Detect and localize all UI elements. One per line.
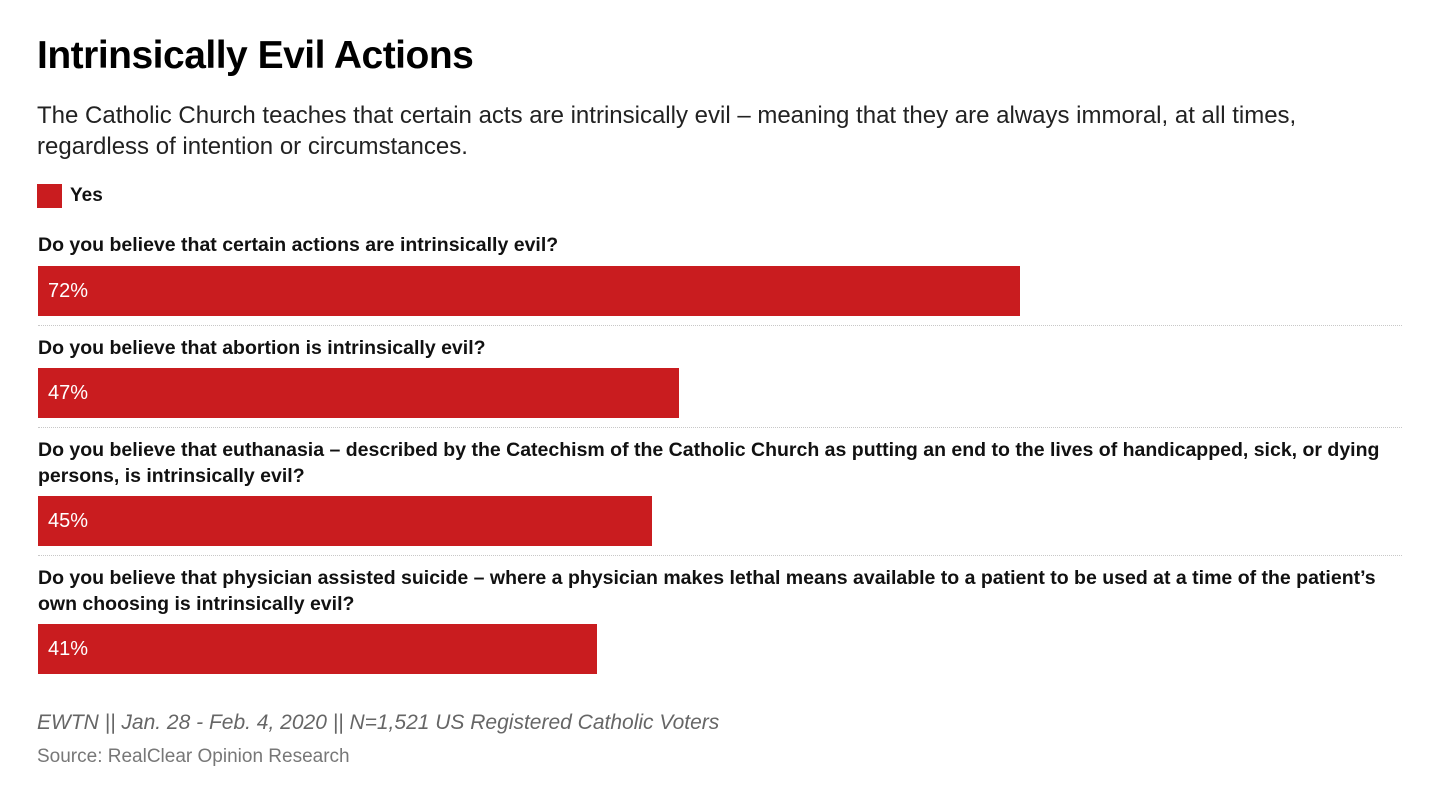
legend-swatch-yes — [37, 184, 62, 208]
bar-yes: 72% — [38, 266, 1020, 316]
legend-label-yes: Yes — [70, 185, 103, 206]
row-divider — [38, 427, 1402, 428]
survey-note: EWTN || Jan. 28 - Feb. 4, 2020 || N=1,52… — [37, 711, 720, 734]
bar-value-label: 47% — [48, 382, 89, 404]
row-divider — [38, 555, 1402, 556]
chart-title: Intrinsically Evil Actions — [37, 34, 474, 77]
legend: Yes — [37, 184, 103, 208]
bar-value-label: 72% — [48, 280, 89, 302]
question-label: Do you believe that euthanasia – describ… — [38, 439, 1380, 487]
row-divider — [38, 325, 1402, 326]
bar-yes: 47% — [38, 368, 679, 418]
source-credit: Source: RealClear Opinion Research — [37, 746, 350, 767]
bar-value-label: 41% — [48, 638, 89, 660]
question-label: Do you believe that physician assisted s… — [38, 567, 1376, 615]
bar-yes: 45% — [38, 496, 652, 546]
chart-subtitle: The Catholic Church teaches that certain… — [37, 102, 1297, 160]
bar-value-label: 45% — [48, 510, 89, 532]
question-label: Do you believe that certain actions are … — [38, 234, 559, 256]
question-label: Do you believe that abortion is intrinsi… — [38, 337, 486, 359]
bar-yes: 41% — [38, 624, 597, 674]
